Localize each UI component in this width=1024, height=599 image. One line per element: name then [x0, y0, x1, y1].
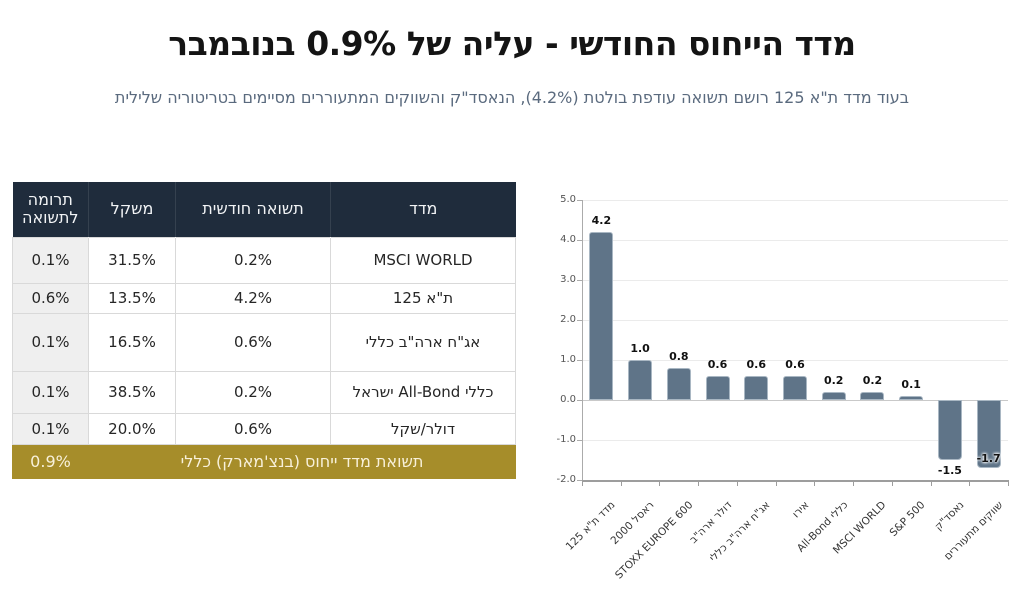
cell-contribution: 0.1%	[12, 312, 89, 372]
y-axis-tick	[577, 400, 582, 401]
cell-contribution: 0.6%	[12, 282, 89, 314]
bar-value-label: 0.1	[901, 378, 921, 391]
y-axis-tick-label: 3.0	[560, 274, 576, 285]
cell-index: ת"א 125	[330, 282, 516, 314]
bar	[860, 392, 885, 400]
bar-chart: 4.2 1.0 0.8 0.6 0.6 0.6 0.2 0.2 0.1 -1.5 -1.7 5.0 4…	[540, 190, 1022, 581]
bar	[744, 376, 769, 400]
table-row: MSCI WORLD 0.2% 31.5% 0.1%	[12, 236, 516, 284]
cell-monthly: 0.2%	[175, 370, 331, 414]
bar-value-label: 0.6	[746, 358, 767, 371]
bar-value-label: 1.0	[630, 342, 650, 355]
table-header-row: מדד תשואה חודשית משקל תרומה לתשואה	[12, 182, 516, 237]
bar-value-label: 0.2	[823, 374, 844, 387]
cell-monthly: 0.6%	[175, 412, 331, 445]
cell-index: כללי All-Bond ישראל	[330, 370, 516, 414]
y-axis-tick-label: 4.0	[560, 234, 576, 245]
y-axis-tick-label: 0.0	[560, 394, 576, 405]
benchmark-table-grid: מדד תשואה חודשית משקל תרומה לתשואה MSCI …	[12, 182, 516, 479]
page-title: מדד הייחוס החודשי - עליה של 0.9% בנובמבר	[168, 24, 856, 63]
bar	[937, 400, 962, 460]
benchmark-table: מדד תשואה חודשית משקל תרומה לתשואה MSCI …	[12, 182, 516, 479]
x-axis-tick	[930, 482, 932, 486]
bar	[899, 396, 924, 400]
y-axis-tick	[577, 240, 582, 241]
page-subtitle: בעוד מדד ת"א 125 רושם תשואה עודפת בולטת …	[114, 88, 910, 107]
col-header-contribution: תרומה לתשואה	[12, 182, 89, 237]
gridline	[582, 440, 1008, 441]
total-value: 0.9%	[12, 443, 89, 479]
cell-index: MSCI WORLD	[330, 236, 516, 284]
col-header-monthly: תשואה חודשית	[175, 182, 331, 237]
bar	[976, 400, 1001, 468]
cell-weight: 38.5%	[88, 370, 176, 414]
bar-value-label: -1.7	[976, 452, 1001, 465]
gridline	[582, 280, 1008, 281]
cell-index: דולר/שקל	[330, 412, 516, 445]
cell-contribution: 0.1%	[12, 236, 89, 284]
bar	[705, 376, 730, 400]
gridline	[582, 400, 1008, 401]
x-axis-tick	[736, 482, 738, 486]
y-axis-tick-label: 5.0	[560, 194, 576, 205]
total-label: תשואת מדד ייחוס (בנצ'מארק) כללי	[88, 443, 516, 479]
bar	[783, 376, 807, 400]
gridline	[582, 200, 1008, 201]
table-row: כללי All-Bond ישראל 0.2% 38.5% 0.1%	[12, 370, 516, 414]
cell-weight: 16.5%	[88, 312, 176, 372]
gridline	[582, 360, 1008, 361]
table-row: דולר/שקל 0.6% 20.0% 0.1%	[12, 412, 516, 445]
y-axis-line	[582, 200, 583, 481]
table-total-row: תשואת מדד ייחוס (בנצ'מארק) כללי 0.9%	[12, 443, 516, 479]
cell-weight: 31.5%	[88, 236, 176, 284]
y-axis-tick	[577, 200, 582, 201]
y-axis-tick	[577, 360, 582, 361]
x-axis-tick	[620, 482, 622, 486]
x-axis-tick	[582, 482, 583, 486]
bar-value-label: -1.5	[937, 464, 962, 477]
gridline	[582, 320, 1008, 321]
y-axis-tick-label: -1.0	[556, 434, 576, 445]
table-row: אג"ח ארה"ב כללי 0.6% 16.5% 0.1%	[12, 312, 516, 372]
cell-weight: 20.0%	[88, 412, 176, 445]
x-axis-tick	[853, 482, 855, 486]
cell-monthly: 0.6%	[175, 312, 331, 372]
x-axis-tick	[659, 482, 661, 486]
cell-contribution: 0.1%	[12, 370, 89, 414]
y-axis-tick	[577, 440, 582, 441]
bar-value-label: 0.8	[669, 350, 689, 363]
cell-monthly: 4.2%	[175, 282, 331, 314]
bar	[589, 232, 614, 400]
bar-value-label: 0.6	[707, 358, 728, 371]
cell-index: אג"ח ארה"ב כללי	[330, 312, 516, 372]
chart-plot-area: 4.2 1.0 0.8 0.6 0.6 0.6 0.2 0.2 0.1 -1.5 -1.7	[582, 200, 1008, 481]
col-header-index: מדד	[330, 182, 516, 237]
x-axis-tick	[1008, 482, 1009, 486]
cell-monthly: 0.2%	[175, 236, 331, 284]
cell-weight: 13.5%	[88, 282, 176, 314]
cell-contribution: 0.1%	[12, 412, 89, 445]
x-axis-line	[582, 480, 1009, 482]
bar	[666, 368, 691, 400]
y-axis-tick	[577, 480, 582, 481]
x-axis-tick	[969, 482, 971, 486]
col-header-weight: משקל	[88, 182, 176, 237]
bar	[628, 360, 653, 400]
y-axis-tick-label: -2.0	[556, 474, 576, 485]
bar-value-label: 0.6	[785, 358, 805, 371]
y-axis-tick-label: 1.0	[560, 354, 576, 365]
table-row: ת"א 125 4.2% 13.5% 0.6%	[12, 282, 516, 314]
y-axis-tick-label: 2.0	[560, 314, 576, 325]
x-axis-tick	[775, 482, 777, 486]
bar-value-label: 4.2	[591, 214, 612, 227]
x-axis-tick	[891, 482, 893, 486]
bar	[821, 392, 846, 400]
y-axis-tick	[577, 320, 582, 321]
y-axis-tick	[577, 280, 582, 281]
slide: מדד הייחוס החודשי - עליה של 0.9% בנובמבר…	[12, 24, 1022, 581]
x-axis-tick	[698, 482, 700, 486]
x-axis-tick	[814, 482, 816, 486]
bar-value-label: 0.2	[862, 374, 883, 387]
gridline	[582, 240, 1008, 241]
